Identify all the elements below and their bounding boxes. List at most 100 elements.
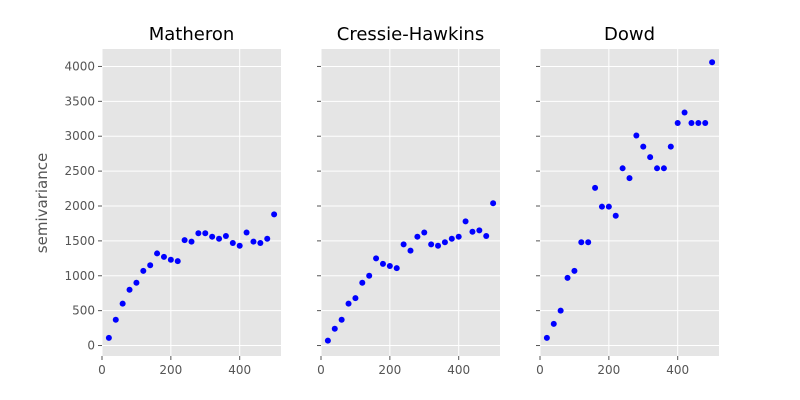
x-tick-label: 400 bbox=[447, 363, 470, 377]
data-point bbox=[147, 262, 154, 269]
data-point bbox=[188, 238, 195, 245]
data-point bbox=[455, 233, 462, 240]
data-point bbox=[543, 334, 550, 341]
panel-3: 0 200 400 Dowd bbox=[536, 24, 719, 377]
data-point bbox=[359, 279, 366, 286]
data-point bbox=[709, 59, 716, 66]
x-tick-label: 200 bbox=[378, 363, 401, 377]
data-point bbox=[105, 334, 112, 341]
data-point bbox=[448, 235, 455, 242]
data-point bbox=[222, 232, 229, 239]
data-point bbox=[654, 165, 661, 172]
data-point bbox=[264, 235, 271, 242]
data-point bbox=[695, 119, 702, 126]
y-tick-label: 0 bbox=[87, 339, 95, 353]
data-point bbox=[324, 337, 331, 344]
data-point bbox=[702, 119, 709, 126]
data-point bbox=[428, 241, 435, 248]
data-point bbox=[483, 232, 490, 239]
data-point bbox=[564, 274, 571, 281]
y-tick-label: 4000 bbox=[64, 59, 95, 73]
data-point bbox=[490, 200, 497, 207]
data-point bbox=[660, 165, 667, 172]
data-point bbox=[414, 233, 421, 240]
data-point bbox=[476, 227, 483, 234]
data-point bbox=[633, 132, 640, 139]
data-point bbox=[345, 300, 352, 307]
y-tick-label: 1500 bbox=[64, 234, 95, 248]
x-tick-label: 400 bbox=[228, 363, 251, 377]
y-tick-label: 3000 bbox=[64, 129, 95, 143]
panel-1: 0 500 1000 1500 2000 2500 3000 3500 4000 0 200 400 M… bbox=[64, 24, 281, 377]
x-tick-label: 400 bbox=[666, 363, 689, 377]
data-point bbox=[160, 253, 167, 260]
data-point bbox=[126, 286, 133, 293]
data-point bbox=[331, 325, 338, 332]
data-point bbox=[133, 279, 140, 286]
y-tick-label: 3500 bbox=[64, 94, 95, 108]
data-point bbox=[112, 316, 119, 323]
data-point bbox=[202, 230, 209, 237]
x-tick-label: 0 bbox=[536, 363, 544, 377]
panel-title: Dowd bbox=[604, 24, 655, 45]
data-point bbox=[688, 119, 695, 126]
data-point bbox=[667, 143, 674, 150]
data-point bbox=[578, 239, 585, 246]
data-point bbox=[195, 230, 202, 237]
data-point bbox=[441, 239, 448, 246]
data-point bbox=[435, 242, 442, 249]
data-point bbox=[216, 235, 223, 242]
y-tick-label: 500 bbox=[72, 304, 95, 318]
panel-background bbox=[321, 49, 500, 356]
panel-title: Cressie-Hawkins bbox=[337, 24, 484, 45]
data-point bbox=[338, 316, 345, 323]
data-point bbox=[393, 265, 400, 272]
data-point bbox=[619, 165, 626, 172]
x-tick-label: 200 bbox=[597, 363, 620, 377]
x-tick-label: 200 bbox=[159, 363, 182, 377]
x-tick-label: 0 bbox=[317, 363, 325, 377]
data-point bbox=[571, 267, 578, 274]
panel-title: Matheron bbox=[149, 24, 235, 45]
data-point bbox=[592, 184, 599, 191]
data-point bbox=[462, 218, 469, 225]
data-point bbox=[550, 320, 557, 327]
data-point bbox=[209, 233, 216, 240]
data-point bbox=[229, 239, 236, 246]
data-point bbox=[250, 238, 257, 245]
data-point bbox=[167, 256, 174, 263]
panel-2: 0 200 400 Cressie-Hawkins bbox=[317, 24, 500, 377]
data-point bbox=[647, 154, 654, 161]
data-point bbox=[469, 228, 476, 235]
data-point bbox=[236, 242, 243, 249]
data-point bbox=[400, 241, 407, 248]
data-point bbox=[640, 143, 647, 150]
y-tick-label: 1000 bbox=[64, 269, 95, 283]
panel-background bbox=[102, 49, 281, 356]
data-point bbox=[140, 267, 147, 274]
panel-background bbox=[540, 49, 719, 356]
data-point bbox=[366, 272, 373, 279]
y-axis-label: semivariance bbox=[33, 153, 51, 253]
data-point bbox=[557, 307, 564, 314]
data-point bbox=[181, 237, 188, 244]
data-point bbox=[626, 175, 633, 182]
data-point bbox=[243, 229, 250, 236]
data-point bbox=[681, 109, 688, 116]
data-point bbox=[352, 295, 359, 302]
data-point bbox=[379, 260, 386, 267]
data-point bbox=[257, 239, 264, 246]
data-point bbox=[674, 119, 681, 126]
data-point bbox=[271, 211, 278, 218]
y-tick-label: 2000 bbox=[64, 199, 95, 213]
data-point bbox=[119, 300, 126, 307]
data-point bbox=[598, 203, 605, 210]
x-tick-label: 0 bbox=[98, 363, 106, 377]
data-point bbox=[373, 255, 380, 262]
data-point bbox=[612, 212, 619, 219]
data-point bbox=[605, 203, 612, 210]
data-point bbox=[154, 250, 161, 257]
data-point bbox=[386, 262, 393, 269]
y-tick-label: 2500 bbox=[64, 164, 95, 178]
